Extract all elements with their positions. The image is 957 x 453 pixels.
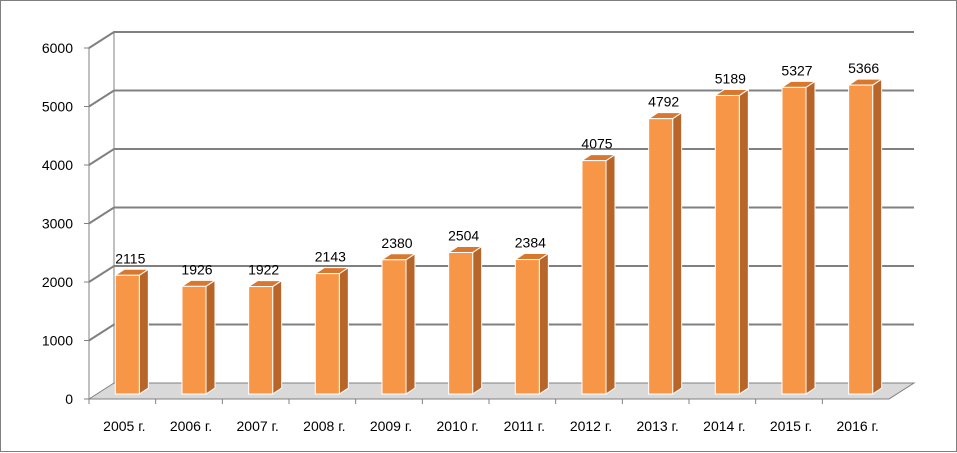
bar <box>513 252 550 395</box>
x-tick-label: 2011 г. <box>504 418 545 434</box>
bar <box>647 111 684 395</box>
bar-front <box>448 252 474 395</box>
bar <box>847 78 884 395</box>
bar-side <box>338 266 349 395</box>
bar-side <box>738 88 749 395</box>
x-tick-label: 2016 г. <box>837 418 879 434</box>
bar <box>780 80 817 395</box>
data-label: 5366 <box>848 60 879 76</box>
axis-layer: 0 1000 2000 3000 4000 5000 6000 <box>42 31 889 407</box>
bar <box>380 252 417 395</box>
back-wall-edge <box>88 31 115 49</box>
data-label: 5327 <box>781 62 812 78</box>
x-tick-label: 2010 г. <box>437 418 479 434</box>
bar-side <box>672 111 683 395</box>
data-label: 5189 <box>715 70 746 86</box>
bar-front <box>381 259 407 395</box>
x-tick-label: 2009 г. <box>370 418 412 434</box>
bar <box>113 268 150 395</box>
y-tick-label: 1000 <box>42 333 73 349</box>
bar-side <box>205 279 216 395</box>
bar-front <box>848 84 874 395</box>
x-tick-label: 2013 г. <box>637 418 679 434</box>
data-label: 4792 <box>648 94 679 110</box>
bar-side <box>538 252 549 395</box>
x-tick-label: 2005 г. <box>103 418 145 434</box>
y-tick-label: 5000 <box>42 99 73 115</box>
data-label: 2380 <box>381 235 412 251</box>
bar <box>713 88 750 395</box>
bar-side <box>138 268 149 395</box>
bar-front <box>781 86 807 395</box>
data-label: 2143 <box>315 249 346 265</box>
bar-layer <box>113 78 884 395</box>
x-tick-label: 2008 г. <box>303 418 345 434</box>
bar-side <box>472 245 483 395</box>
bar-front <box>514 259 540 395</box>
bar <box>247 279 284 395</box>
data-label: 1926 <box>181 261 212 277</box>
data-label: 2384 <box>515 235 546 251</box>
data-label: 4075 <box>581 136 612 152</box>
x-tick-label: 2007 г. <box>237 418 279 434</box>
y-tick-label: 6000 <box>42 40 73 56</box>
gridline <box>88 31 914 49</box>
x-tick-label: 2012 г. <box>570 418 612 434</box>
x-tick-label: 2015 г. <box>770 418 812 434</box>
bar-side <box>605 153 616 395</box>
data-label: 2115 <box>115 250 145 266</box>
bar <box>580 153 617 395</box>
bar-front <box>314 273 340 395</box>
bar-front <box>581 160 607 395</box>
label-layer: 2115 2005 г. 1926 2006 г. 1922 2007 г. 2143 200… <box>103 60 879 434</box>
bar-front <box>648 118 674 395</box>
bar-side <box>872 78 883 395</box>
y-tick-label: 3000 <box>42 216 73 232</box>
bar-front <box>114 274 140 395</box>
data-label: 1922 <box>248 262 279 278</box>
bar-front <box>181 285 207 395</box>
x-tick-label: 2014 г. <box>703 418 745 434</box>
y-tick-label: 4000 <box>42 157 73 173</box>
bar-front <box>714 94 740 395</box>
bar <box>180 279 217 395</box>
y-tick-label: 0 <box>65 391 73 407</box>
bar <box>313 266 350 395</box>
bar-front <box>248 286 274 395</box>
bar <box>447 245 484 395</box>
bar-side <box>805 80 816 395</box>
y-tick-label: 2000 <box>42 274 73 290</box>
bar-side <box>272 279 283 395</box>
data-label: 2504 <box>448 228 479 244</box>
x-tick-label: 2006 г. <box>170 418 212 434</box>
bar-side <box>405 252 416 395</box>
